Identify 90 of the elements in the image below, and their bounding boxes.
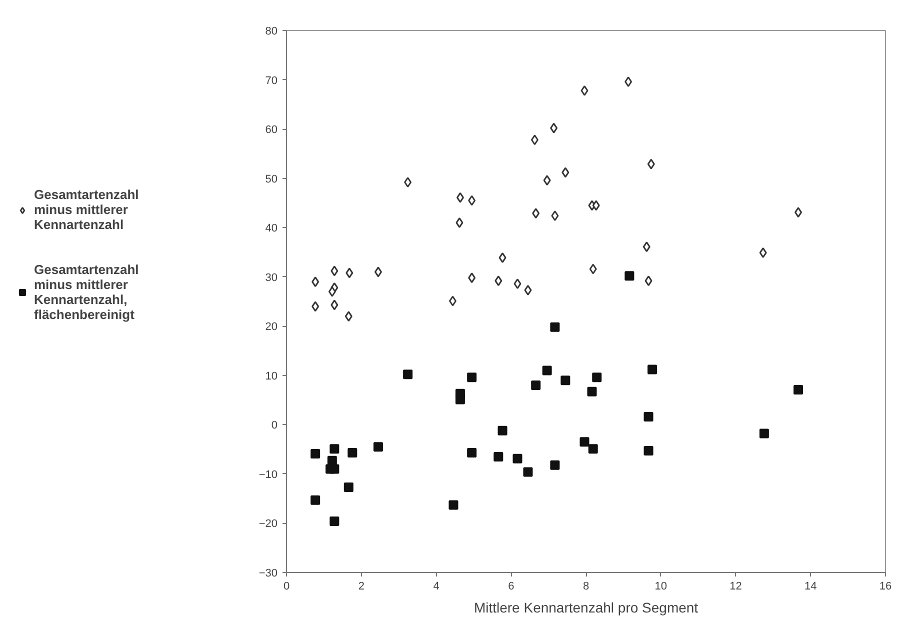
point — [624, 271, 634, 281]
y-tick-label: 70 — [265, 74, 278, 87]
point — [330, 464, 340, 474]
point — [759, 428, 769, 438]
point — [494, 452, 504, 462]
point — [498, 252, 506, 263]
x-tick-label: 0 — [283, 580, 290, 592]
point — [542, 366, 552, 376]
point — [328, 286, 336, 297]
point — [512, 454, 522, 464]
y-tick-label: 60 — [265, 124, 278, 136]
x-tick-label: 2 — [358, 580, 364, 592]
point — [330, 300, 338, 310]
x-tick-label: 4 — [433, 580, 440, 592]
y-tick-label: 30 — [265, 272, 278, 284]
point — [543, 175, 551, 186]
point — [580, 437, 590, 447]
y-tick-label: −10 — [258, 468, 278, 481]
point — [468, 272, 476, 284]
x-tick-label: 8 — [582, 580, 590, 592]
point — [494, 276, 502, 286]
point — [530, 134, 538, 146]
point — [587, 386, 597, 396]
legend-label: Gesamtartenzahl minus mittlerer Kennartenzahl — [34, 187, 139, 232]
point — [310, 495, 320, 505]
point — [448, 500, 458, 510]
y-tick-label: 80 — [265, 26, 278, 38]
y-tick-label: 20 — [265, 321, 278, 334]
point — [403, 370, 413, 380]
point — [531, 380, 541, 390]
point — [346, 268, 354, 278]
x-axis-title: Mittlere Kennartenzahl pro Segment — [474, 600, 698, 616]
point — [759, 247, 767, 258]
y-tick-label: 50 — [265, 173, 278, 186]
point — [644, 412, 654, 422]
point — [327, 456, 337, 466]
point — [592, 372, 602, 382]
y-tick-label: 40 — [265, 222, 278, 235]
point — [592, 200, 600, 211]
point — [373, 442, 383, 452]
point — [455, 394, 465, 404]
x-tick-label: 10 — [654, 580, 668, 592]
point — [551, 210, 559, 222]
point — [456, 217, 464, 228]
point — [456, 192, 464, 203]
point — [404, 177, 412, 188]
point — [514, 278, 522, 290]
point — [448, 296, 456, 306]
point — [467, 448, 477, 458]
y-tick-label: −30 — [258, 568, 278, 580]
point — [794, 207, 802, 218]
point — [550, 460, 560, 470]
point — [794, 384, 804, 394]
y-tick-label: −20 — [258, 518, 278, 530]
x-tick-label: 6 — [508, 580, 514, 592]
y-tick-label: 0 — [271, 420, 278, 432]
point — [467, 372, 477, 382]
point — [562, 167, 570, 178]
point — [588, 444, 598, 454]
point — [624, 76, 632, 87]
point — [642, 242, 650, 252]
point — [550, 122, 558, 134]
point — [532, 208, 540, 219]
point — [498, 426, 508, 436]
point — [330, 444, 340, 454]
point — [648, 364, 658, 374]
point — [550, 322, 560, 332]
point — [524, 284, 532, 296]
point — [468, 195, 476, 206]
point — [644, 276, 652, 286]
point — [312, 301, 320, 312]
point — [647, 158, 655, 170]
x-tick-label: 14 — [804, 580, 817, 592]
point — [589, 264, 597, 274]
point — [523, 467, 533, 477]
x-tick-label: 16 — [879, 580, 892, 592]
y-tick-label: 10 — [265, 370, 278, 382]
point — [644, 446, 654, 456]
point — [348, 448, 358, 458]
point — [330, 266, 338, 276]
x-tick-label: 12 — [730, 580, 742, 592]
point — [312, 276, 320, 288]
point — [580, 85, 588, 96]
point — [330, 516, 340, 526]
point — [344, 482, 354, 492]
point — [560, 376, 570, 386]
legend-label: Gesamtartenzahl minus mittlerer Kennartenzahl, flächenbereinigt — [34, 262, 139, 322]
point — [344, 311, 352, 322]
point — [374, 266, 382, 278]
point — [310, 449, 320, 459]
